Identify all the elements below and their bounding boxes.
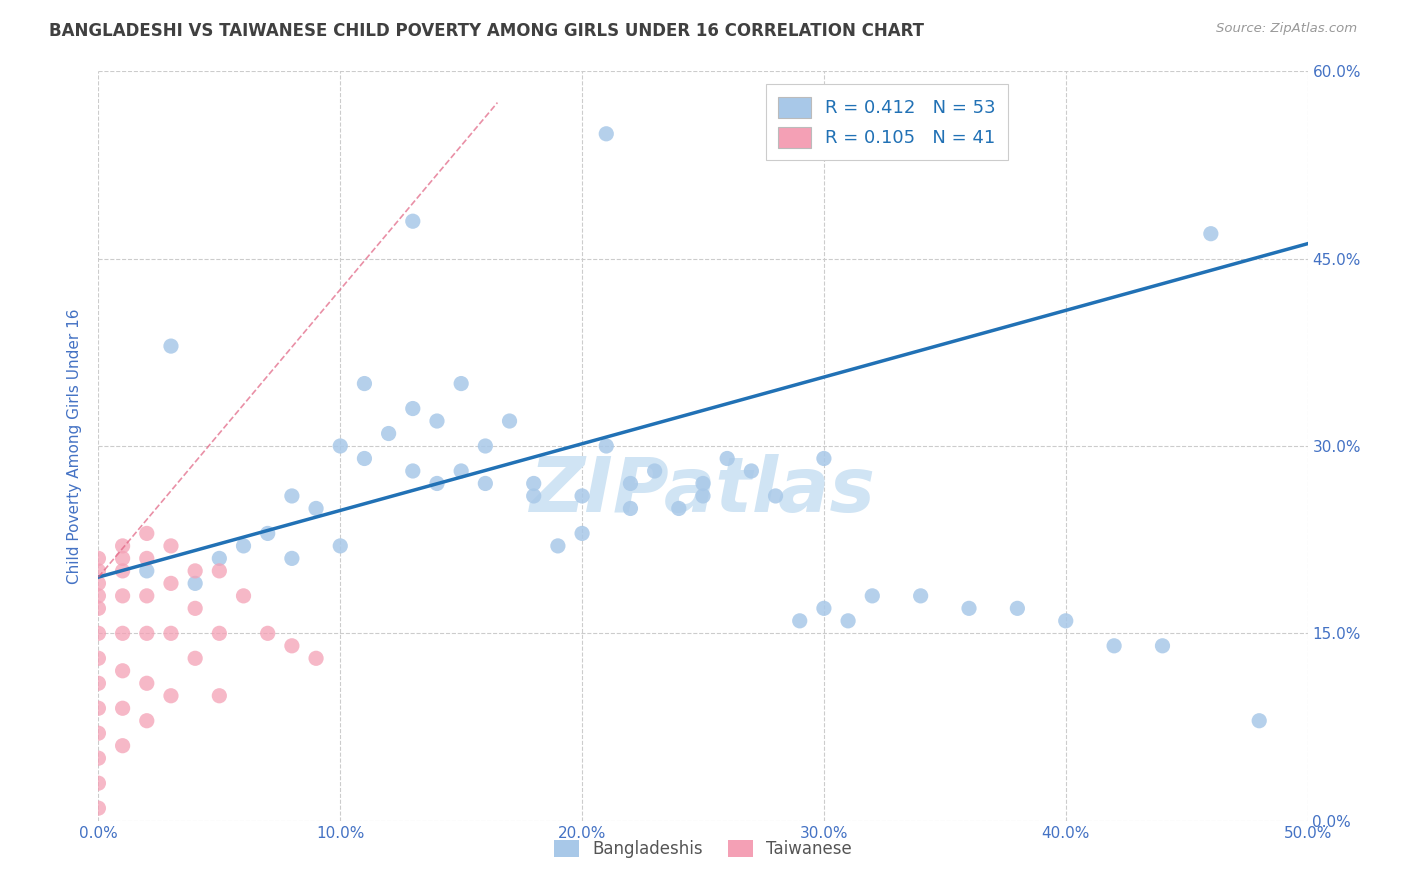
Point xyxy=(87,551,110,566)
Point xyxy=(87,776,110,790)
Point xyxy=(1249,714,1271,728)
Point xyxy=(87,751,110,765)
Point xyxy=(426,414,449,428)
Point xyxy=(135,626,157,640)
Point xyxy=(402,464,425,478)
Point xyxy=(160,539,183,553)
Point xyxy=(184,576,207,591)
Point xyxy=(135,551,157,566)
Point xyxy=(668,501,690,516)
Point xyxy=(232,539,254,553)
Point xyxy=(1054,614,1077,628)
Point xyxy=(789,614,811,628)
Point xyxy=(87,576,110,591)
Point xyxy=(474,476,496,491)
Point xyxy=(523,489,546,503)
Point xyxy=(305,501,328,516)
Point xyxy=(1102,639,1125,653)
Point xyxy=(87,701,110,715)
Point xyxy=(281,639,304,653)
Point xyxy=(208,564,231,578)
Point xyxy=(87,801,110,815)
Point xyxy=(87,589,110,603)
Point xyxy=(377,426,399,441)
Point xyxy=(571,526,593,541)
Point xyxy=(619,501,641,516)
Point xyxy=(305,651,328,665)
Point xyxy=(87,676,110,690)
Point xyxy=(523,476,546,491)
Point xyxy=(353,451,375,466)
Point xyxy=(184,601,207,615)
Point xyxy=(184,651,207,665)
Text: BANGLADESHI VS TAIWANESE CHILD POVERTY AMONG GIRLS UNDER 16 CORRELATION CHART: BANGLADESHI VS TAIWANESE CHILD POVERTY A… xyxy=(49,22,924,40)
Point xyxy=(450,376,472,391)
Point xyxy=(160,626,183,640)
Point xyxy=(256,526,278,541)
Point xyxy=(111,539,134,553)
Point xyxy=(87,726,110,740)
Point xyxy=(1152,639,1174,653)
Text: Source: ZipAtlas.com: Source: ZipAtlas.com xyxy=(1216,22,1357,36)
Point xyxy=(571,489,593,503)
Point xyxy=(692,489,714,503)
Point xyxy=(692,476,714,491)
Point xyxy=(281,551,304,566)
Point xyxy=(208,626,231,640)
Y-axis label: Child Poverty Among Girls Under 16: Child Poverty Among Girls Under 16 xyxy=(67,309,83,583)
Point xyxy=(135,714,157,728)
Point xyxy=(450,464,472,478)
Point xyxy=(426,476,449,491)
Point xyxy=(208,689,231,703)
Point xyxy=(837,614,859,628)
Point xyxy=(740,464,762,478)
Point xyxy=(160,339,183,353)
Point xyxy=(232,589,254,603)
Point xyxy=(111,589,134,603)
Point xyxy=(256,626,278,640)
Text: ZIPatlas: ZIPatlas xyxy=(530,454,876,528)
Point xyxy=(111,701,134,715)
Point xyxy=(957,601,980,615)
Point xyxy=(765,489,787,503)
Point xyxy=(474,439,496,453)
Point xyxy=(402,401,425,416)
Point xyxy=(135,526,157,541)
Point xyxy=(160,689,183,703)
Point xyxy=(716,451,738,466)
Point xyxy=(402,214,425,228)
Point xyxy=(111,551,134,566)
Point xyxy=(87,564,110,578)
Point xyxy=(1199,227,1222,241)
Point xyxy=(160,576,183,591)
Point xyxy=(860,589,883,603)
Point xyxy=(813,451,835,466)
Point xyxy=(619,476,641,491)
Point xyxy=(595,439,617,453)
Point xyxy=(498,414,520,428)
Point xyxy=(87,626,110,640)
Point xyxy=(910,589,932,603)
Point xyxy=(111,564,134,578)
Point xyxy=(1007,601,1029,615)
Point xyxy=(111,626,134,640)
Point xyxy=(329,539,352,553)
Point xyxy=(111,664,134,678)
Point xyxy=(329,439,352,453)
Point xyxy=(135,589,157,603)
Point xyxy=(87,601,110,615)
Point xyxy=(595,127,617,141)
Point xyxy=(813,601,835,615)
Legend: Bangladeshis, Taiwanese: Bangladeshis, Taiwanese xyxy=(547,833,859,864)
Point xyxy=(111,739,134,753)
Point xyxy=(644,464,666,478)
Point xyxy=(547,539,569,553)
Point xyxy=(135,564,157,578)
Point xyxy=(184,564,207,578)
Point xyxy=(87,651,110,665)
Point xyxy=(208,551,231,566)
Point xyxy=(135,676,157,690)
Point xyxy=(281,489,304,503)
Point xyxy=(353,376,375,391)
